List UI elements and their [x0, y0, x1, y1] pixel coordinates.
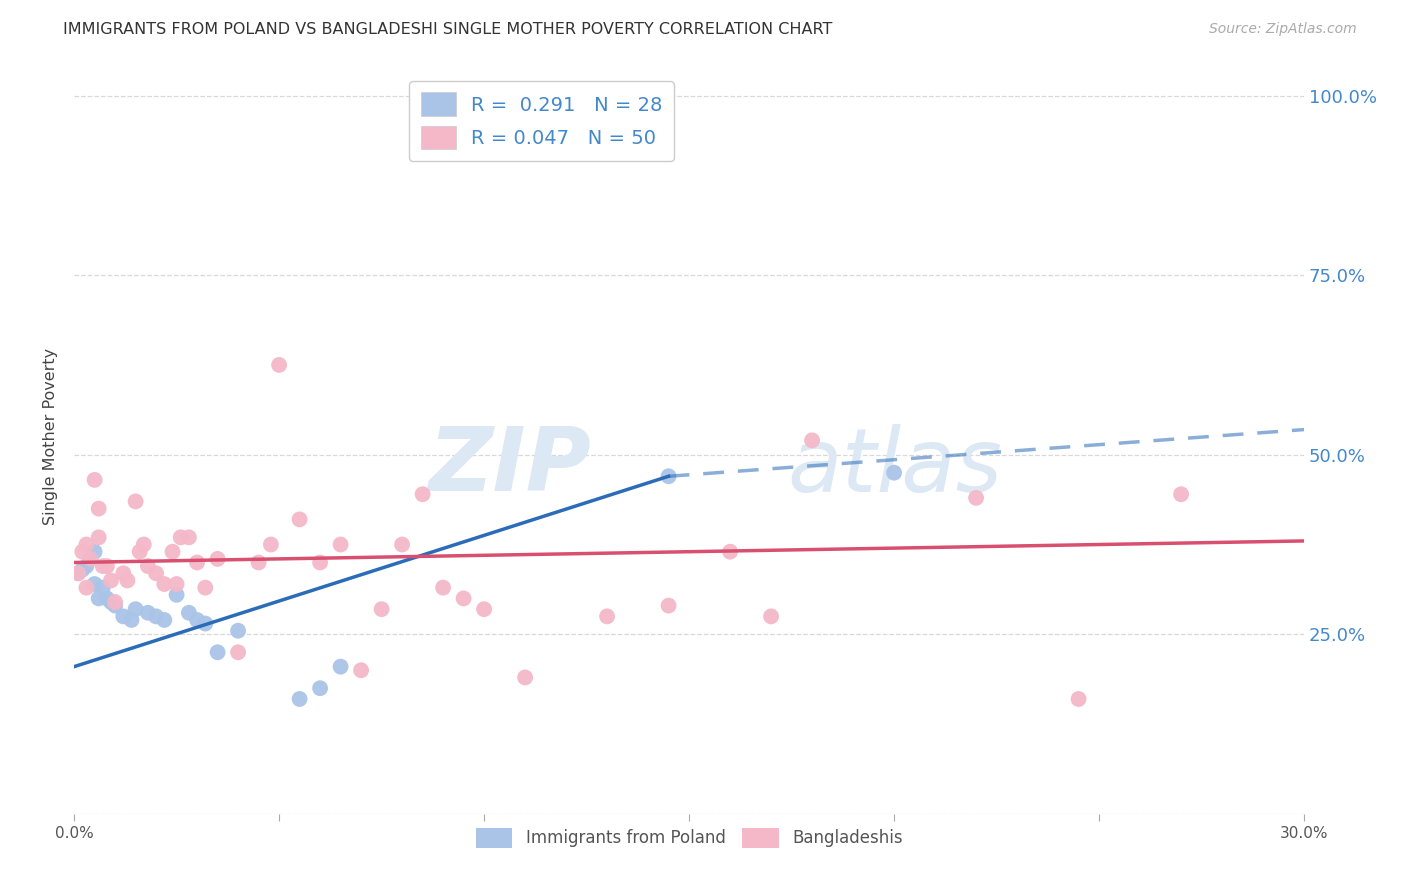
Point	[412, 487, 434, 501]
Point	[658, 599, 681, 613]
Point	[267, 358, 290, 372]
Point	[104, 595, 127, 609]
Point	[309, 681, 332, 696]
Point	[186, 613, 208, 627]
Point	[83, 577, 105, 591]
Point	[177, 530, 200, 544]
Point	[658, 469, 681, 483]
Legend: Immigrants from Poland, Bangladeshis: Immigrants from Poland, Bangladeshis	[468, 821, 910, 855]
Point	[288, 512, 311, 526]
Text: ZIP: ZIP	[427, 424, 591, 510]
Point	[75, 581, 97, 595]
Point	[207, 645, 229, 659]
Point	[124, 602, 146, 616]
Point	[350, 663, 373, 677]
Text: IMMIGRANTS FROM POLAND VS BANGLADESHI SINGLE MOTHER POVERTY CORRELATION CHART: IMMIGRANTS FROM POLAND VS BANGLADESHI SI…	[63, 22, 832, 37]
Point	[117, 574, 139, 588]
Point	[170, 530, 193, 544]
Point	[67, 566, 90, 581]
Point	[153, 613, 176, 627]
Point	[72, 545, 94, 559]
Point	[136, 606, 159, 620]
Point	[596, 609, 619, 624]
Point	[112, 609, 135, 624]
Point	[194, 581, 217, 595]
Point	[121, 613, 143, 627]
Point	[75, 537, 97, 551]
Point	[104, 599, 127, 613]
Point	[91, 559, 114, 574]
Point	[194, 616, 217, 631]
Point	[226, 624, 249, 638]
Point	[96, 559, 118, 574]
Point	[1170, 487, 1192, 501]
Point	[83, 473, 105, 487]
Point	[288, 692, 311, 706]
Point	[166, 577, 188, 591]
Point	[162, 545, 184, 559]
Point	[96, 591, 118, 606]
Point	[965, 491, 987, 505]
Point	[391, 537, 413, 551]
Point	[132, 537, 155, 551]
Point	[883, 466, 905, 480]
Point	[75, 559, 97, 574]
Point	[136, 559, 159, 574]
Text: Source: ZipAtlas.com: Source: ZipAtlas.com	[1209, 22, 1357, 37]
Point	[329, 537, 352, 551]
Text: atlas: atlas	[787, 424, 1002, 510]
Point	[112, 566, 135, 581]
Point	[226, 645, 249, 659]
Point	[1067, 692, 1090, 706]
Point	[370, 602, 392, 616]
Point	[207, 552, 229, 566]
Point	[186, 556, 208, 570]
Point	[67, 566, 90, 581]
Point	[100, 595, 122, 609]
Point	[177, 606, 200, 620]
Point	[309, 556, 332, 570]
Point	[801, 434, 824, 448]
Point	[472, 602, 495, 616]
Point	[432, 581, 454, 595]
Point	[87, 530, 110, 544]
Point	[153, 577, 176, 591]
Point	[91, 581, 114, 595]
Point	[87, 591, 110, 606]
Point	[453, 591, 475, 606]
Point	[247, 556, 270, 570]
Point	[79, 552, 101, 566]
Point	[260, 537, 283, 551]
Point	[145, 609, 167, 624]
Point	[72, 563, 94, 577]
Point	[329, 659, 352, 673]
Point	[513, 670, 536, 684]
Point	[759, 609, 782, 624]
Point	[83, 545, 105, 559]
Point	[145, 566, 167, 581]
Point	[718, 545, 741, 559]
Point	[124, 494, 146, 508]
Point	[100, 574, 122, 588]
Point	[79, 552, 101, 566]
Y-axis label: Single Mother Poverty: Single Mother Poverty	[44, 348, 58, 525]
Point	[128, 545, 150, 559]
Point	[87, 501, 110, 516]
Point	[166, 588, 188, 602]
